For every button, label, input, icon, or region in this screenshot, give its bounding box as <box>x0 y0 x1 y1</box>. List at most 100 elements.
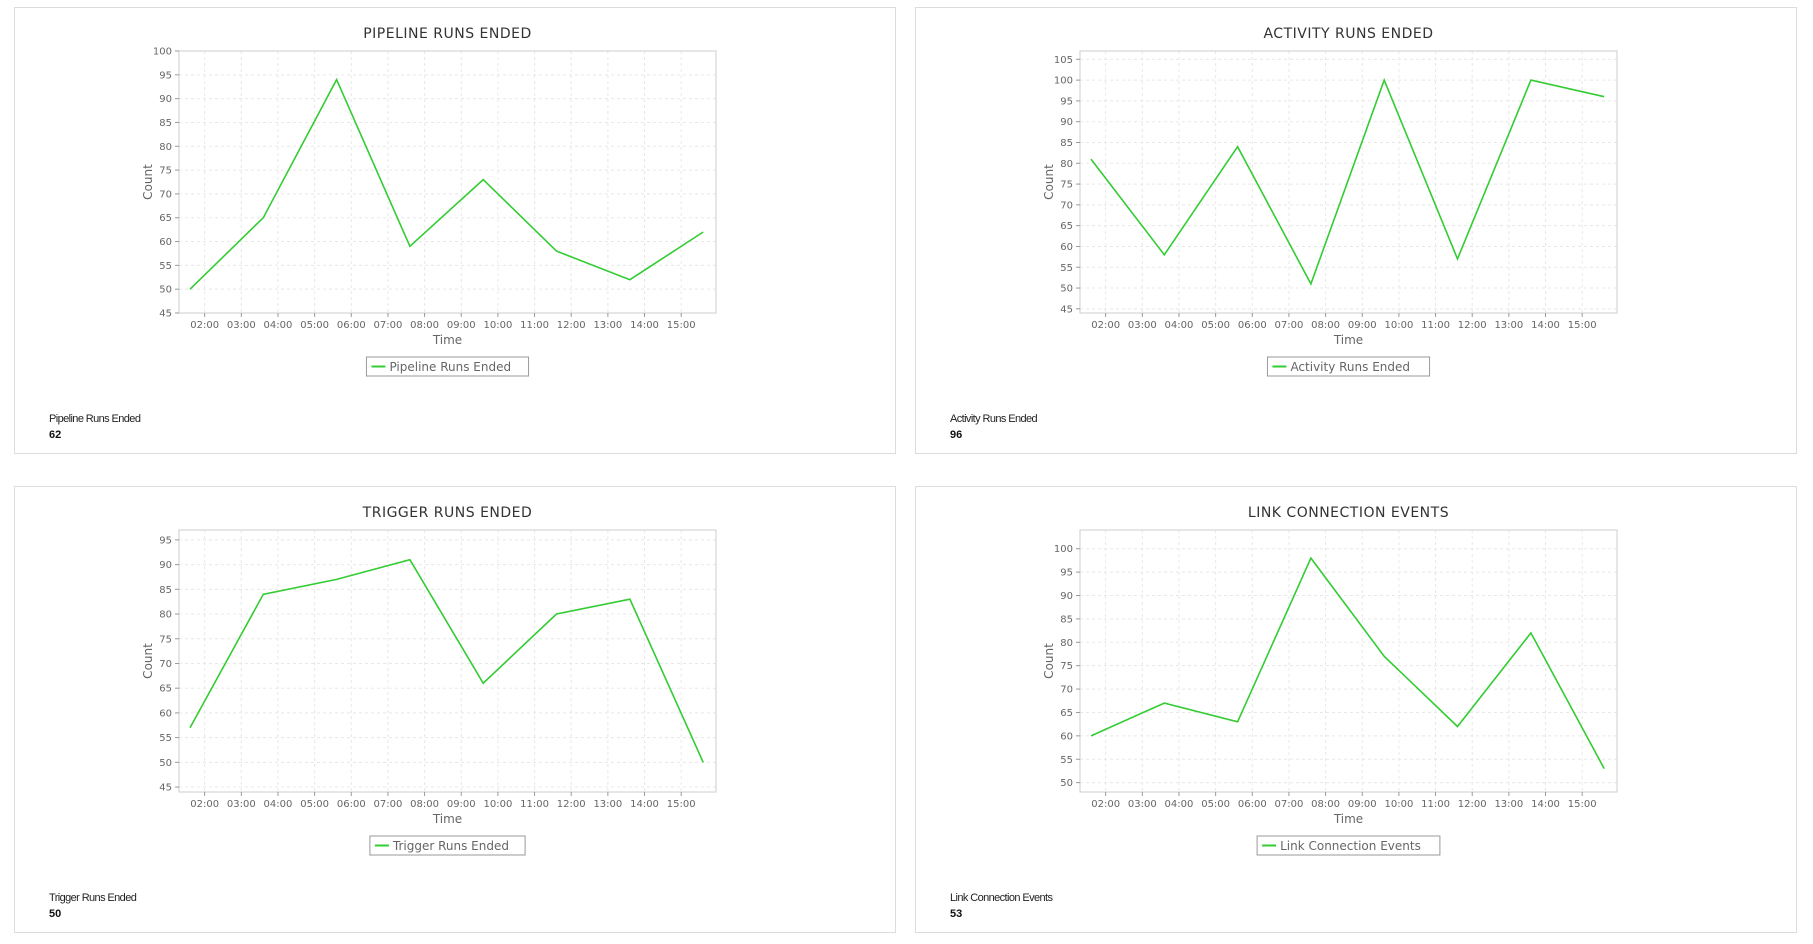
y-tick-label: 90 <box>159 94 172 105</box>
y-tick-label: 90 <box>1060 117 1073 128</box>
x-tick-label: 14:00 <box>1531 799 1560 810</box>
y-axis-title: Count <box>1042 164 1056 200</box>
x-tick-label: 09:00 <box>1348 320 1377 331</box>
x-tick-label: 12:00 <box>557 320 586 331</box>
x-tick-label: 07:00 <box>374 320 403 331</box>
y-tick-label: 65 <box>159 213 172 224</box>
y-tick-label: 65 <box>1060 221 1073 232</box>
chart-svg: PIPELINE RUNS ENDED 45 50 55 60 65 70 75 80 85 90 9… <box>141 26 717 377</box>
x-tick-label: 07:00 <box>1275 799 1304 810</box>
x-tick-label: 05:00 <box>300 320 329 331</box>
y-tick-label: 80 <box>1060 638 1073 649</box>
x-tick-label: 11:00 <box>1421 799 1450 810</box>
summary-value: 96 <box>950 429 963 441</box>
y-tick-label: 55 <box>159 733 172 744</box>
legend: Link Connection Events <box>1256 835 1441 856</box>
y-tick-label: 100 <box>153 47 172 58</box>
x-tick-label: 05:00 <box>1201 799 1230 810</box>
y-tick-label: 65 <box>159 684 172 695</box>
x-tick-label: 13:00 <box>593 799 622 810</box>
chart-panel-trigger-runs: TRIGGER RUNS ENDED 45 50 55 60 65 70 75 80 85 90 95… <box>14 486 896 933</box>
chart-panel-pipeline-runs: PIPELINE RUNS ENDED 45 50 55 60 65 70 75 80 85 90 9… <box>14 7 896 454</box>
x-tick-label: 10:00 <box>483 320 512 331</box>
x-tick-label: 13:00 <box>593 320 622 331</box>
x-tick-label: 02:00 <box>1091 320 1120 331</box>
x-tick-label: 08:00 <box>410 320 439 331</box>
y-tick-label: 55 <box>1060 755 1073 766</box>
chart-panel-activity-runs: ACTIVITY RUNS ENDED 45 50 55 60 65 70 75 80 85 90 9… <box>915 7 1797 454</box>
y-tick-label: 80 <box>1060 159 1073 170</box>
legend-label: Activity Runs Ended <box>1290 360 1410 374</box>
summary-value: 62 <box>49 429 62 441</box>
legend-label: Pipeline Runs Ended <box>389 360 511 374</box>
y-tick-label: 45 <box>159 783 172 794</box>
legend-box <box>1256 835 1441 856</box>
chart-title: LINK CONNECTION EVENTS <box>1248 505 1449 521</box>
legend-label: Trigger Runs Ended <box>392 839 509 853</box>
y-tick-label: 75 <box>159 634 172 645</box>
series-line <box>1090 77 1605 286</box>
x-tick-label: 03:00 <box>227 320 256 331</box>
y-tick-label: 100 <box>1054 76 1073 87</box>
x-tick-label: 05:00 <box>300 799 329 810</box>
y-tick-label: 80 <box>159 142 172 153</box>
legend: Trigger Runs Ended <box>369 835 526 856</box>
y-tick-label: 95 <box>1060 568 1073 579</box>
y-tick-label: 80 <box>159 610 172 621</box>
x-tick-label: 14:00 <box>1531 320 1560 331</box>
x-tick-label: 10:00 <box>1384 320 1413 331</box>
x-tick-label: 02:00 <box>190 320 219 331</box>
summary-value: 53 <box>950 908 963 920</box>
x-axis-title: Time <box>432 812 462 826</box>
x-tick-label: 10:00 <box>1384 799 1413 810</box>
summary-label: Link Connection Events <box>950 892 1053 904</box>
x-axis-title: Time <box>432 333 462 347</box>
legend: Pipeline Runs Ended <box>365 356 530 377</box>
x-tick-label: 04:00 <box>1165 799 1194 810</box>
summary-label: Activity Runs Ended <box>950 413 1038 425</box>
y-axis-title: Count <box>141 164 155 200</box>
y-tick-label: 60 <box>1060 242 1073 253</box>
y-tick-label: 85 <box>159 585 172 596</box>
y-tick-label: 45 <box>1060 304 1073 315</box>
x-tick-label: 06:00 <box>337 320 366 331</box>
summary: Trigger Runs Ended 50 <box>49 890 137 922</box>
chart-title: TRIGGER RUNS ENDED <box>362 505 533 521</box>
x-tick-label: 12:00 <box>1458 799 1487 810</box>
plot-area-frame <box>1079 529 1618 793</box>
x-tick-label: 08:00 <box>1311 799 1340 810</box>
chart-svg: ACTIVITY RUNS ENDED 45 50 55 60 65 70 75 80 85 90 9… <box>1042 26 1618 377</box>
plot-area-frame <box>1079 50 1618 314</box>
x-tick-label: 03:00 <box>1128 799 1157 810</box>
y-tick-label: 85 <box>1060 614 1073 625</box>
plot-area-frame <box>178 529 717 793</box>
x-tick-label: 02:00 <box>190 799 219 810</box>
chart-title: ACTIVITY RUNS ENDED <box>1263 26 1433 42</box>
y-axis-title: Count <box>141 643 155 679</box>
x-tick-label: 08:00 <box>410 799 439 810</box>
x-axis-title: Time <box>1333 812 1363 826</box>
x-tick-label: 11:00 <box>520 320 549 331</box>
y-tick-label: 95 <box>159 70 172 81</box>
y-tick-label: 50 <box>1060 778 1073 789</box>
x-tick-label: 13:00 <box>1494 799 1523 810</box>
y-tick-label: 60 <box>159 237 172 248</box>
x-tick-label: 05:00 <box>1201 320 1230 331</box>
summary: Link Connection Events 53 <box>950 890 1053 922</box>
y-tick-label: 45 <box>159 309 172 320</box>
summary: Activity Runs Ended 96 <box>950 411 1038 443</box>
y-tick-label: 70 <box>159 189 172 200</box>
x-tick-label: 13:00 <box>1494 320 1523 331</box>
x-tick-label: 09:00 <box>1348 799 1377 810</box>
series-line <box>189 77 704 290</box>
chart-panel-link-connection-events: LINK CONNECTION EVENTS 50 55 60 65 70 75 80 85 90… <box>915 486 1797 933</box>
y-tick-label: 55 <box>1060 263 1073 274</box>
x-axis-title: Time <box>1333 333 1363 347</box>
y-tick-label: 95 <box>1060 96 1073 107</box>
legend-box <box>1266 356 1431 377</box>
y-tick-label: 70 <box>159 659 172 670</box>
y-tick-label: 60 <box>1060 731 1073 742</box>
series-line <box>1090 556 1605 769</box>
x-tick-label: 14:00 <box>630 799 659 810</box>
series-line <box>189 558 704 763</box>
